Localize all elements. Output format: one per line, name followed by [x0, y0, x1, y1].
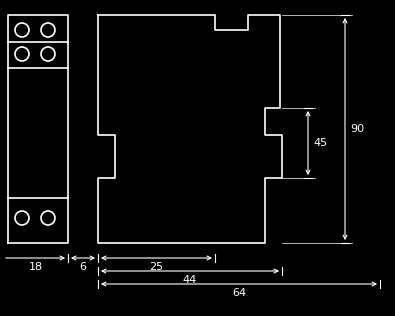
- Text: 45: 45: [313, 138, 327, 148]
- Text: 64: 64: [232, 288, 246, 298]
- Text: 25: 25: [149, 262, 164, 272]
- Text: 90: 90: [350, 124, 364, 134]
- Text: 6: 6: [79, 262, 87, 272]
- Text: 18: 18: [28, 262, 43, 272]
- Text: 44: 44: [183, 275, 197, 285]
